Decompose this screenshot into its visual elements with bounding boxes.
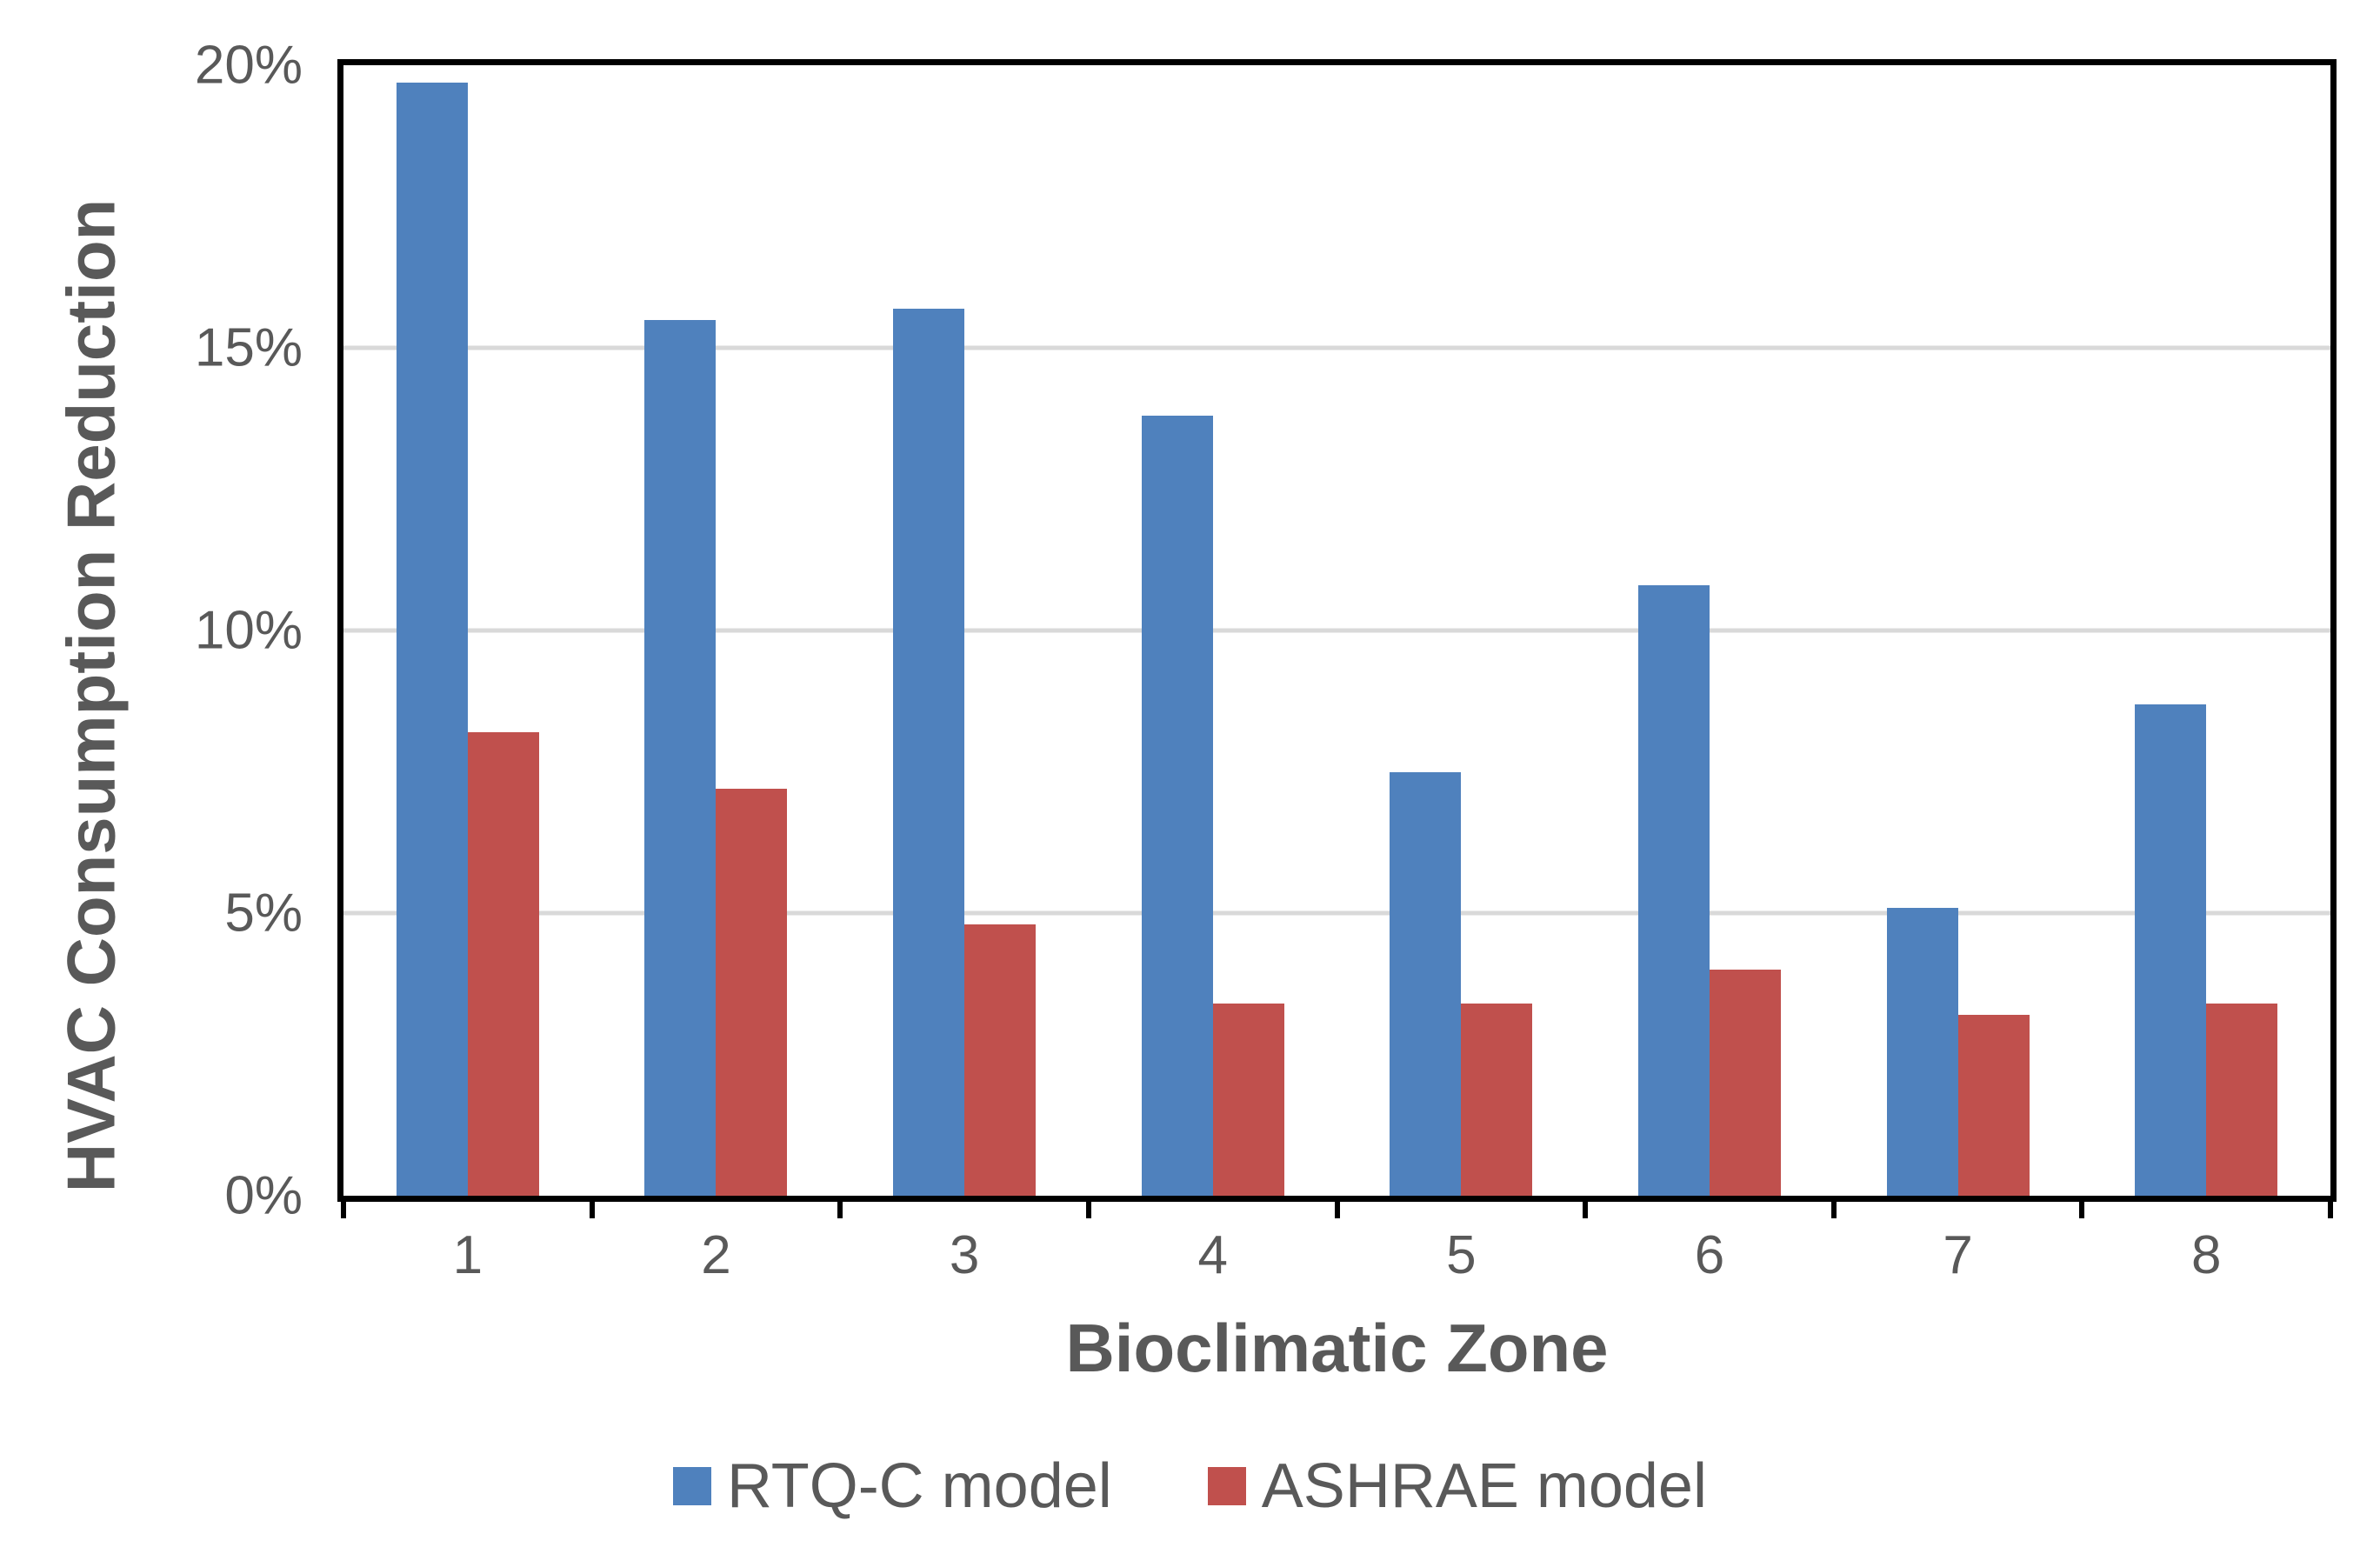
x-tick-label-zone-4: 4 xyxy=(1197,1225,1228,1285)
legend-swatch-red xyxy=(1207,1467,1246,1505)
bar-blue-zone-7 xyxy=(1886,907,1958,1196)
x-tick-label-zone-3: 3 xyxy=(949,1225,980,1285)
x-axis-tick-labels: 1 2 3 4 5 6 7 8 xyxy=(343,1224,2330,1286)
bar-blue-zone-1 xyxy=(396,82,468,1196)
bar-blue-zone-2 xyxy=(644,319,717,1196)
bar-red-zone-6 xyxy=(1709,970,1781,1196)
x-axis-tick xyxy=(1583,1202,1589,1218)
legend-entry-ashrae: ASHRAE model xyxy=(1207,1451,1707,1522)
x-tick-label-zone-5: 5 xyxy=(1446,1225,1477,1285)
x-tick-label-zone-1: 1 xyxy=(452,1225,483,1285)
x-tick-label-zone-7: 7 xyxy=(1943,1225,1973,1285)
x-axis-tick xyxy=(1334,1202,1340,1218)
x-axis-tick xyxy=(589,1202,595,1218)
bar-red-zone-3 xyxy=(964,924,1037,1196)
x-axis-tick xyxy=(1085,1202,1091,1218)
x-axis-tick xyxy=(341,1202,346,1218)
y-tick-label-10: 10% xyxy=(194,600,303,661)
y-tick-label-5: 5% xyxy=(224,883,303,944)
y-tick-label-15: 15% xyxy=(194,317,303,378)
plot-area xyxy=(337,59,2337,1202)
bar-red-zone-4 xyxy=(1212,1004,1284,1196)
gridline-10pct xyxy=(343,628,2330,633)
bar-red-zone-8 xyxy=(2206,1004,2278,1196)
bar-red-zone-1 xyxy=(467,732,539,1196)
bar-blue-zone-5 xyxy=(1390,771,1462,1196)
bar-blue-zone-8 xyxy=(2135,704,2207,1196)
bar-red-zone-5 xyxy=(1461,1004,1533,1196)
bar-red-zone-7 xyxy=(1957,1015,2030,1196)
y-tick-label-0: 0% xyxy=(224,1165,303,1226)
y-axis-tick-labels: 20% 15% 10% 5% 0% xyxy=(0,36,303,1226)
x-tick-marks xyxy=(341,1202,2333,1219)
x-tick-label-zone-8: 8 xyxy=(2190,1225,2222,1285)
y-tick-label-20: 20% xyxy=(194,35,303,96)
x-tick-label-zone-2: 2 xyxy=(701,1225,731,1285)
bar-blue-zone-4 xyxy=(1141,416,1213,1196)
x-axis-tick xyxy=(2328,1202,2333,1218)
legend: RTQ-C model ASHRAE model xyxy=(0,1451,2380,1522)
x-axis-title: Bioclimatic Zone xyxy=(1065,1310,1609,1386)
bar-blue-zone-3 xyxy=(893,308,965,1196)
x-axis-tick xyxy=(2079,1202,2085,1218)
bar-red-zone-2 xyxy=(716,789,788,1196)
x-tick-label-zone-6: 6 xyxy=(1694,1225,1725,1285)
legend-label-rtqc: RTQ-C model xyxy=(727,1451,1112,1521)
x-axis-tick xyxy=(837,1202,843,1218)
gridline-5pct xyxy=(343,910,2330,916)
legend-swatch-blue xyxy=(673,1467,712,1505)
gridline-15pct xyxy=(343,345,2330,350)
bar-blue-zone-6 xyxy=(1637,585,1710,1196)
x-axis-tick xyxy=(1830,1202,1837,1218)
legend-entry-rtqc: RTQ-C model xyxy=(673,1451,1112,1522)
legend-label-ashrae: ASHRAE model xyxy=(1261,1451,1707,1521)
